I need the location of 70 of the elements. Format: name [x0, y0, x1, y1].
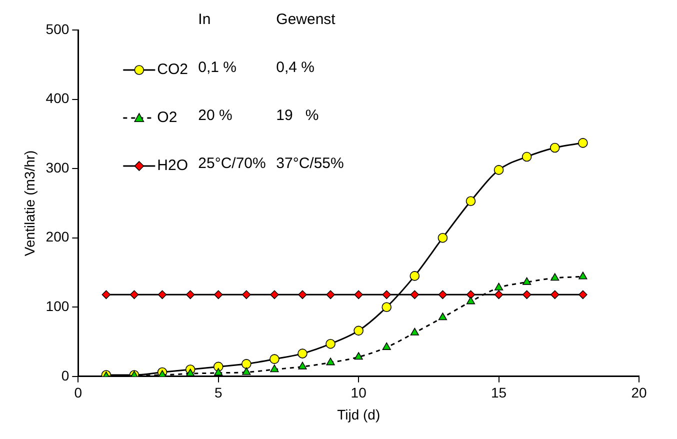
annotation: 20 %	[198, 107, 232, 124]
legend-label: CO2	[157, 61, 188, 78]
point	[270, 354, 280, 364]
point	[242, 367, 251, 375]
point	[494, 282, 504, 290]
y-tick-label: 400	[46, 90, 70, 106]
point	[466, 296, 476, 304]
point	[578, 138, 588, 148]
point	[242, 290, 251, 300]
point	[550, 290, 560, 300]
point	[522, 277, 532, 285]
point	[410, 290, 420, 300]
x-axis-title: Tijd (d)	[337, 406, 380, 422]
point	[382, 290, 392, 300]
y-tick-label: 200	[46, 228, 70, 245]
x-tick-label: 20	[631, 384, 647, 401]
point	[298, 348, 308, 358]
point	[214, 290, 223, 300]
annotation: 37°C/55%	[276, 155, 344, 172]
point	[494, 290, 504, 300]
point	[522, 290, 532, 300]
annotation: 25°C/70%	[198, 155, 266, 172]
x-tick-label: 10	[350, 384, 367, 401]
point	[410, 328, 419, 336]
point	[270, 290, 279, 300]
point	[550, 273, 560, 281]
text: In	[198, 11, 211, 28]
point	[242, 359, 252, 369]
y-tick-label: 500	[46, 20, 70, 37]
x-tick-label: 5	[214, 384, 222, 401]
point	[158, 290, 167, 300]
point	[102, 290, 111, 300]
point	[270, 364, 279, 372]
y-tick-label: 300	[46, 159, 70, 176]
point	[438, 290, 448, 300]
point	[354, 352, 363, 360]
point	[522, 152, 532, 162]
legend-label: O2	[157, 109, 178, 126]
point	[326, 290, 335, 300]
legend-label: H2O	[157, 157, 188, 174]
x-tick-label: 15	[491, 384, 507, 401]
point	[326, 338, 336, 349]
point	[466, 290, 476, 300]
annotation: 0,1 %	[198, 59, 237, 76]
point	[130, 290, 139, 300]
point	[438, 232, 448, 243]
annotation: 0,4 %	[276, 59, 315, 76]
point	[438, 312, 448, 320]
x-tick-label: 0	[74, 384, 82, 401]
point	[186, 290, 195, 300]
point	[214, 368, 223, 376]
y-tick-label: 0	[61, 367, 70, 384]
point	[466, 196, 476, 206]
annotation: 19 %	[276, 107, 319, 124]
point	[410, 271, 420, 281]
point	[298, 362, 307, 370]
point	[186, 368, 195, 376]
y-axis-title: Ventilatie (m3/hr)	[21, 150, 38, 256]
point	[382, 342, 391, 350]
point	[298, 290, 307, 300]
y-tick-label: 100	[46, 298, 70, 314]
point	[578, 290, 588, 300]
point	[354, 326, 364, 336]
point	[326, 358, 335, 366]
point	[578, 272, 588, 280]
point	[550, 142, 560, 153]
point	[382, 302, 392, 312]
point	[494, 165, 504, 175]
point	[354, 290, 363, 300]
text: Gewenst	[276, 11, 336, 28]
